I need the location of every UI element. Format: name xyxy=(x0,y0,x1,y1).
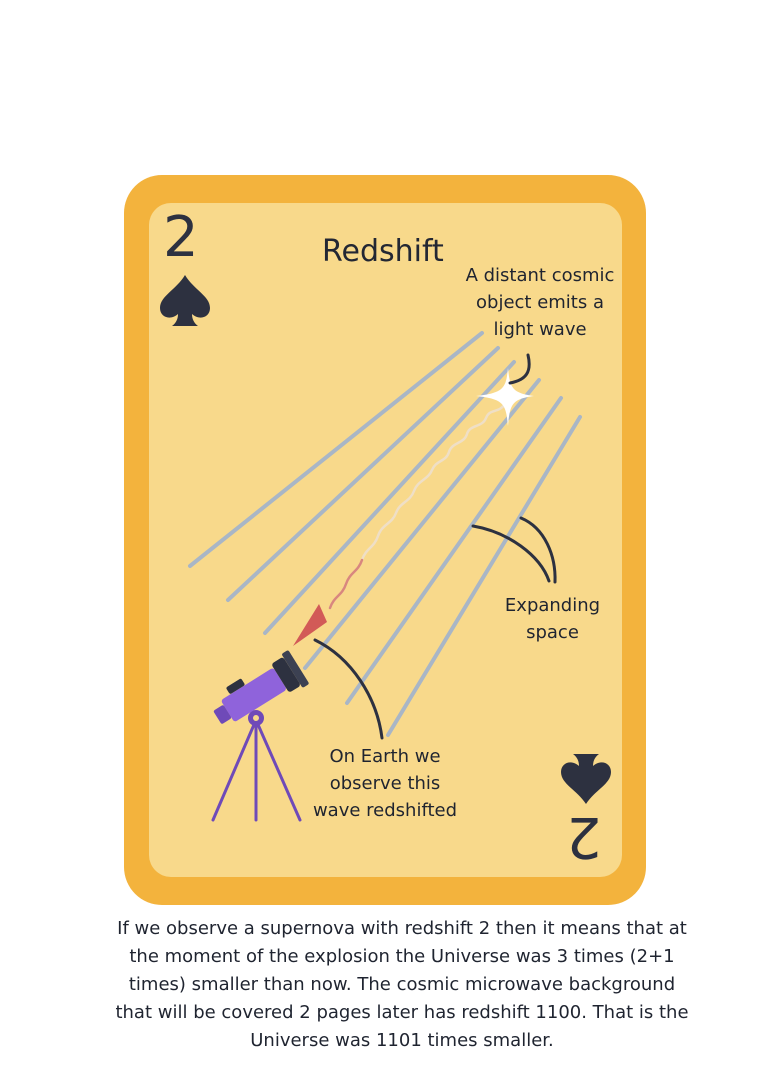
space-label-line: Expanding xyxy=(504,595,601,616)
sparkle-icon xyxy=(476,368,534,426)
callout-lines xyxy=(313,353,557,740)
source-label-line: light wave xyxy=(493,319,587,340)
space-rays xyxy=(188,331,582,737)
light-wave-red xyxy=(328,558,364,610)
earth-label-line: observe this xyxy=(329,773,441,794)
card-title: Redshift xyxy=(322,234,444,269)
source-label-line: A distant cosmic xyxy=(465,265,615,286)
source-label: A distant cosmic object emits a light wa… xyxy=(455,262,625,343)
card-face xyxy=(149,203,622,877)
rank-top: 2 xyxy=(163,205,199,270)
caption-line: the moment of the explosion the Universe… xyxy=(129,946,675,967)
wave-arrowhead xyxy=(293,604,327,646)
expanding-space-label: Expanding space xyxy=(490,592,615,646)
spade-icon-bottom xyxy=(561,754,611,804)
caption-line: Universe was 1101 times smaller. xyxy=(250,1030,554,1051)
space-label-line: space xyxy=(526,622,579,643)
caption-line: times) smaller than now. The cosmic micr… xyxy=(128,974,676,995)
earth-label-line: wave redshifted xyxy=(312,800,458,821)
earth-label: On Earth we observe this wave redshifted xyxy=(300,743,470,824)
caption: If we observe a supernova with redshift … xyxy=(100,915,704,1055)
source-label-line: object emits a xyxy=(476,292,604,313)
spade-icon-top xyxy=(160,275,210,326)
telescope-icon xyxy=(211,650,309,822)
caption-line: that will be covered 2 pages later has r… xyxy=(115,1002,689,1023)
caption-line: If we observe a supernova with redshift … xyxy=(117,918,687,939)
earth-label-line: On Earth we xyxy=(329,746,441,767)
